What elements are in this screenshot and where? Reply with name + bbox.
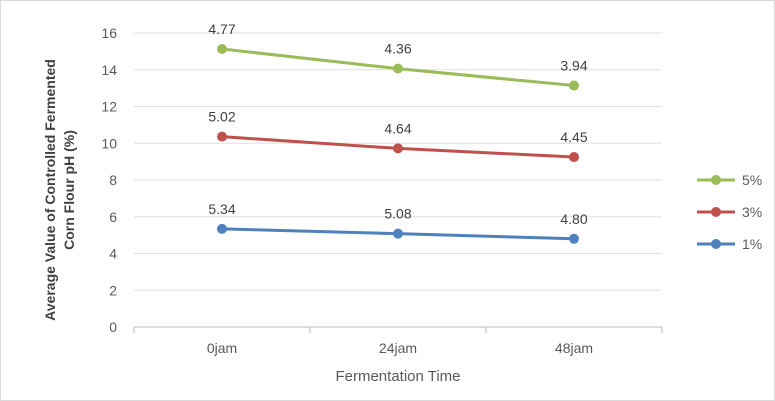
data-label: 5.02 [208,109,235,125]
series-5%: 4.77 4.36 3.94 [208,21,588,91]
data-point [569,233,579,244]
data-point [217,43,227,54]
data-label: 4.36 [384,41,411,57]
y-axis-title-line-2: Corn Flour pH (%) [61,130,77,250]
y-tick-label: 8 [109,172,117,188]
data-label: 4.77 [208,21,235,37]
data-point [393,143,403,154]
y-axis-ticks: 0 2 4 6 8 10 12 14 16 [101,25,117,335]
legend-item-3%: 3% [697,204,762,220]
data-point [569,80,579,91]
y-tick-label: 2 [109,282,117,298]
data-point [217,223,227,234]
legend-label: 5% [742,172,762,188]
y-tick-label: 0 [109,319,117,335]
x-tick-label: 0jam [207,340,237,356]
y-tick-label: 12 [101,99,117,115]
legend-item-1%: 1% [697,236,762,252]
data-label: 4.45 [560,129,587,145]
legend-marker [711,175,721,185]
series-3%: 5.02 4.64 4.45 [208,109,588,163]
data-point [217,131,227,142]
y-tick-label: 4 [109,246,117,262]
y-axis-title-line-1: Average Value of Controlled Fermented [42,59,58,321]
y-tick-label: 14 [101,62,117,78]
legend-label: 3% [742,204,762,220]
x-tick-label: 48jam [555,340,593,356]
legend-label: 1% [742,236,762,252]
legend-item-5%: 5% [697,172,762,188]
data-label: 5.08 [384,206,411,222]
data-label: 4.80 [560,211,587,227]
data-point [569,152,579,163]
legend-marker [711,239,721,249]
x-axis-title: Fermentation Time [335,368,460,385]
data-point [393,228,403,239]
data-point [393,63,403,74]
legend: 5% 3% 1% [697,172,762,252]
y-tick-label: 16 [101,25,117,41]
y-tick-label: 6 [109,209,117,225]
x-tick-label: 24jam [379,340,417,356]
series-1%: 5.34 5.08 4.80 [208,201,588,244]
legend-marker [711,207,721,217]
y-axis-title: Average Value of Controlled Fermented Co… [42,59,77,321]
data-label: 3.94 [560,58,587,74]
data-label: 5.34 [208,201,235,217]
data-label: 4.64 [384,120,411,136]
series-group: 4.77 4.36 3.94 5.02 4.64 4.45 5.34 5.08 4.80 [208,21,588,244]
x-axis-ticks: 0jam 24jam 48jam [133,327,663,356]
gridlines [134,32,662,328]
y-tick-label: 10 [101,135,117,151]
